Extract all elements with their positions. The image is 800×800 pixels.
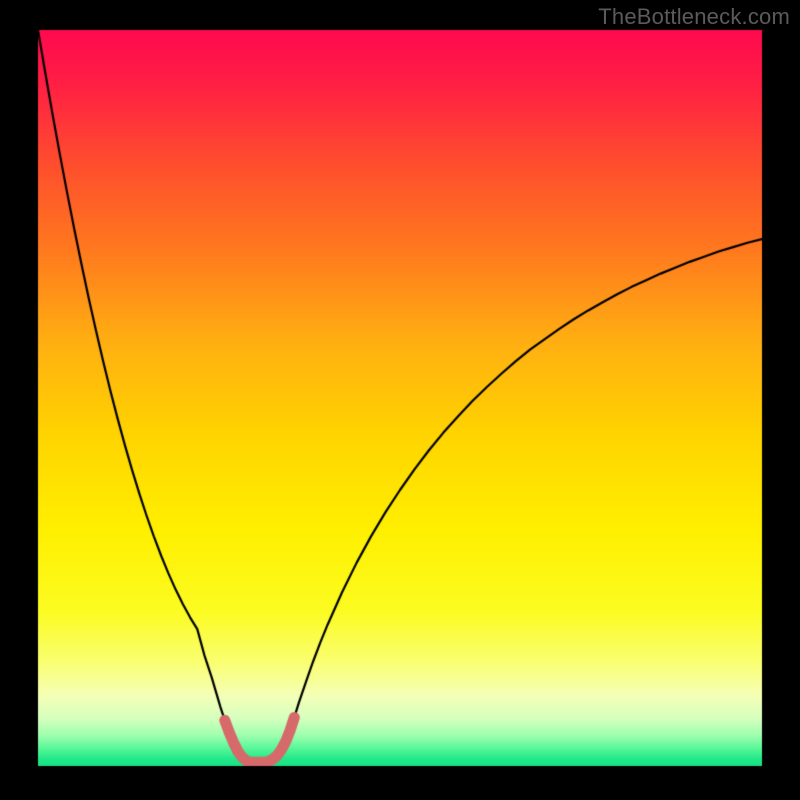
- bottleneck-chart: [0, 0, 800, 800]
- watermark-text: TheBottleneck.com: [598, 4, 790, 30]
